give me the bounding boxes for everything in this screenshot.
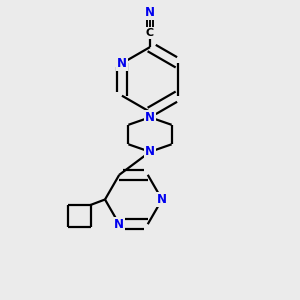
Text: N: N bbox=[114, 218, 124, 231]
Text: C: C bbox=[146, 28, 154, 38]
Text: N: N bbox=[145, 111, 155, 124]
Text: N: N bbox=[145, 145, 155, 158]
Text: N: N bbox=[157, 193, 167, 206]
Text: N: N bbox=[117, 57, 127, 70]
Text: N: N bbox=[145, 6, 155, 19]
